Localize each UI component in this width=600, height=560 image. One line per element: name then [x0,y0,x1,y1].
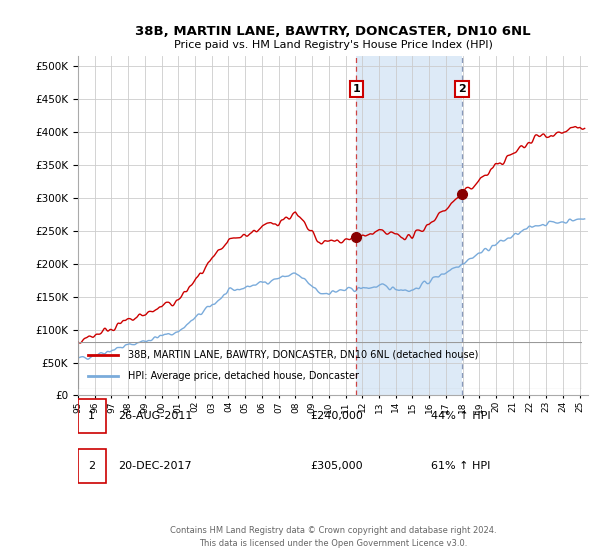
Text: HPI: Average price, detached house, Doncaster: HPI: Average price, detached house, Donc… [128,371,359,381]
Text: 44% ↑ HPI: 44% ↑ HPI [431,411,490,421]
Text: Price paid vs. HM Land Registry's House Price Index (HPI): Price paid vs. HM Land Registry's House … [173,40,493,50]
Text: Contains HM Land Registry data © Crown copyright and database right 2024.: Contains HM Land Registry data © Crown c… [170,526,496,535]
Text: 2: 2 [458,84,466,94]
Text: 38B, MARTIN LANE, BAWTRY, DONCASTER, DN10 6NL (detached house): 38B, MARTIN LANE, BAWTRY, DONCASTER, DN1… [128,350,479,360]
Text: 61% ↑ HPI: 61% ↑ HPI [431,461,490,471]
Text: 38B, MARTIN LANE, BAWTRY, DONCASTER, DN10 6NL: 38B, MARTIN LANE, BAWTRY, DONCASTER, DN1… [135,25,531,38]
Bar [78,449,106,483]
Text: 2: 2 [88,461,95,471]
Text: £240,000: £240,000 [310,411,363,421]
Bar [78,399,106,432]
Text: This data is licensed under the Open Government Licence v3.0.: This data is licensed under the Open Gov… [199,539,467,548]
Text: 20-DEC-2017: 20-DEC-2017 [118,461,192,471]
Text: 1: 1 [353,84,360,94]
Text: 1: 1 [88,411,95,421]
Bar [356,56,462,395]
Text: £305,000: £305,000 [310,461,362,471]
Text: 26-AUG-2011: 26-AUG-2011 [118,411,193,421]
